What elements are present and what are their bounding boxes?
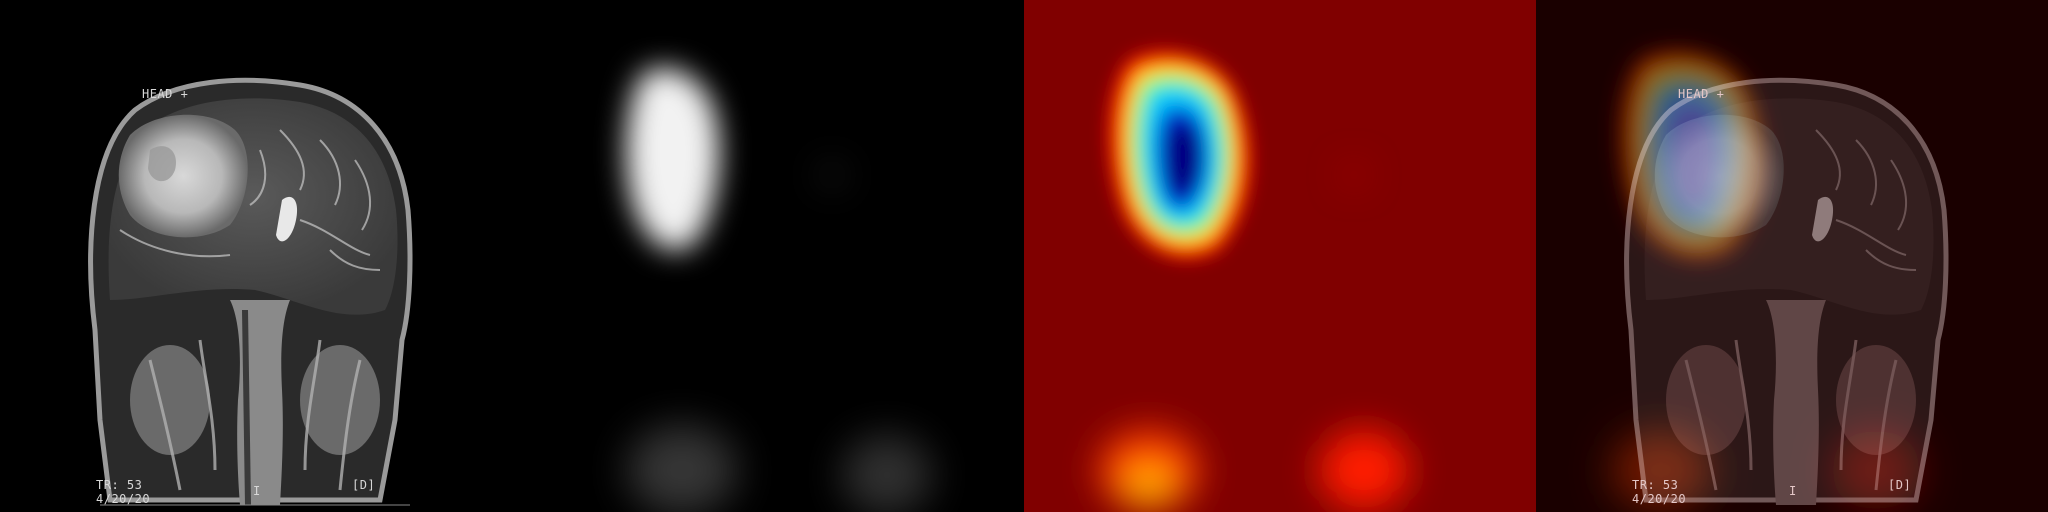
saliency-jet-panel <box>1024 0 1536 512</box>
date-label: 4/20/20 <box>96 492 151 506</box>
tr-label: TR: 53 <box>1632 478 1679 492</box>
orientation-label: HEAD + <box>1678 87 1725 101</box>
mri-panel: HEAD + TR: 53 4/20/20 I [D] <box>0 0 512 512</box>
side-label: [D] <box>1888 478 1912 492</box>
tr-label: TR: 53 <box>96 478 143 492</box>
date-label: 4/20/20 <box>1632 492 1687 506</box>
saliency-jet-image <box>1024 0 1536 512</box>
inferior-label: I <box>253 484 261 498</box>
saliency-grayscale-image <box>512 0 1024 512</box>
orientation-label: HEAD + <box>142 87 189 101</box>
saliency-grayscale-panel <box>512 0 1024 512</box>
mri-image <box>0 0 512 512</box>
overlay-image <box>1536 0 2048 512</box>
overlay-panel: HEAD + TR: 53 4/20/20 I [D] <box>1536 0 2048 512</box>
side-label: [D] <box>352 478 376 492</box>
inferior-label: I <box>1789 484 1797 498</box>
